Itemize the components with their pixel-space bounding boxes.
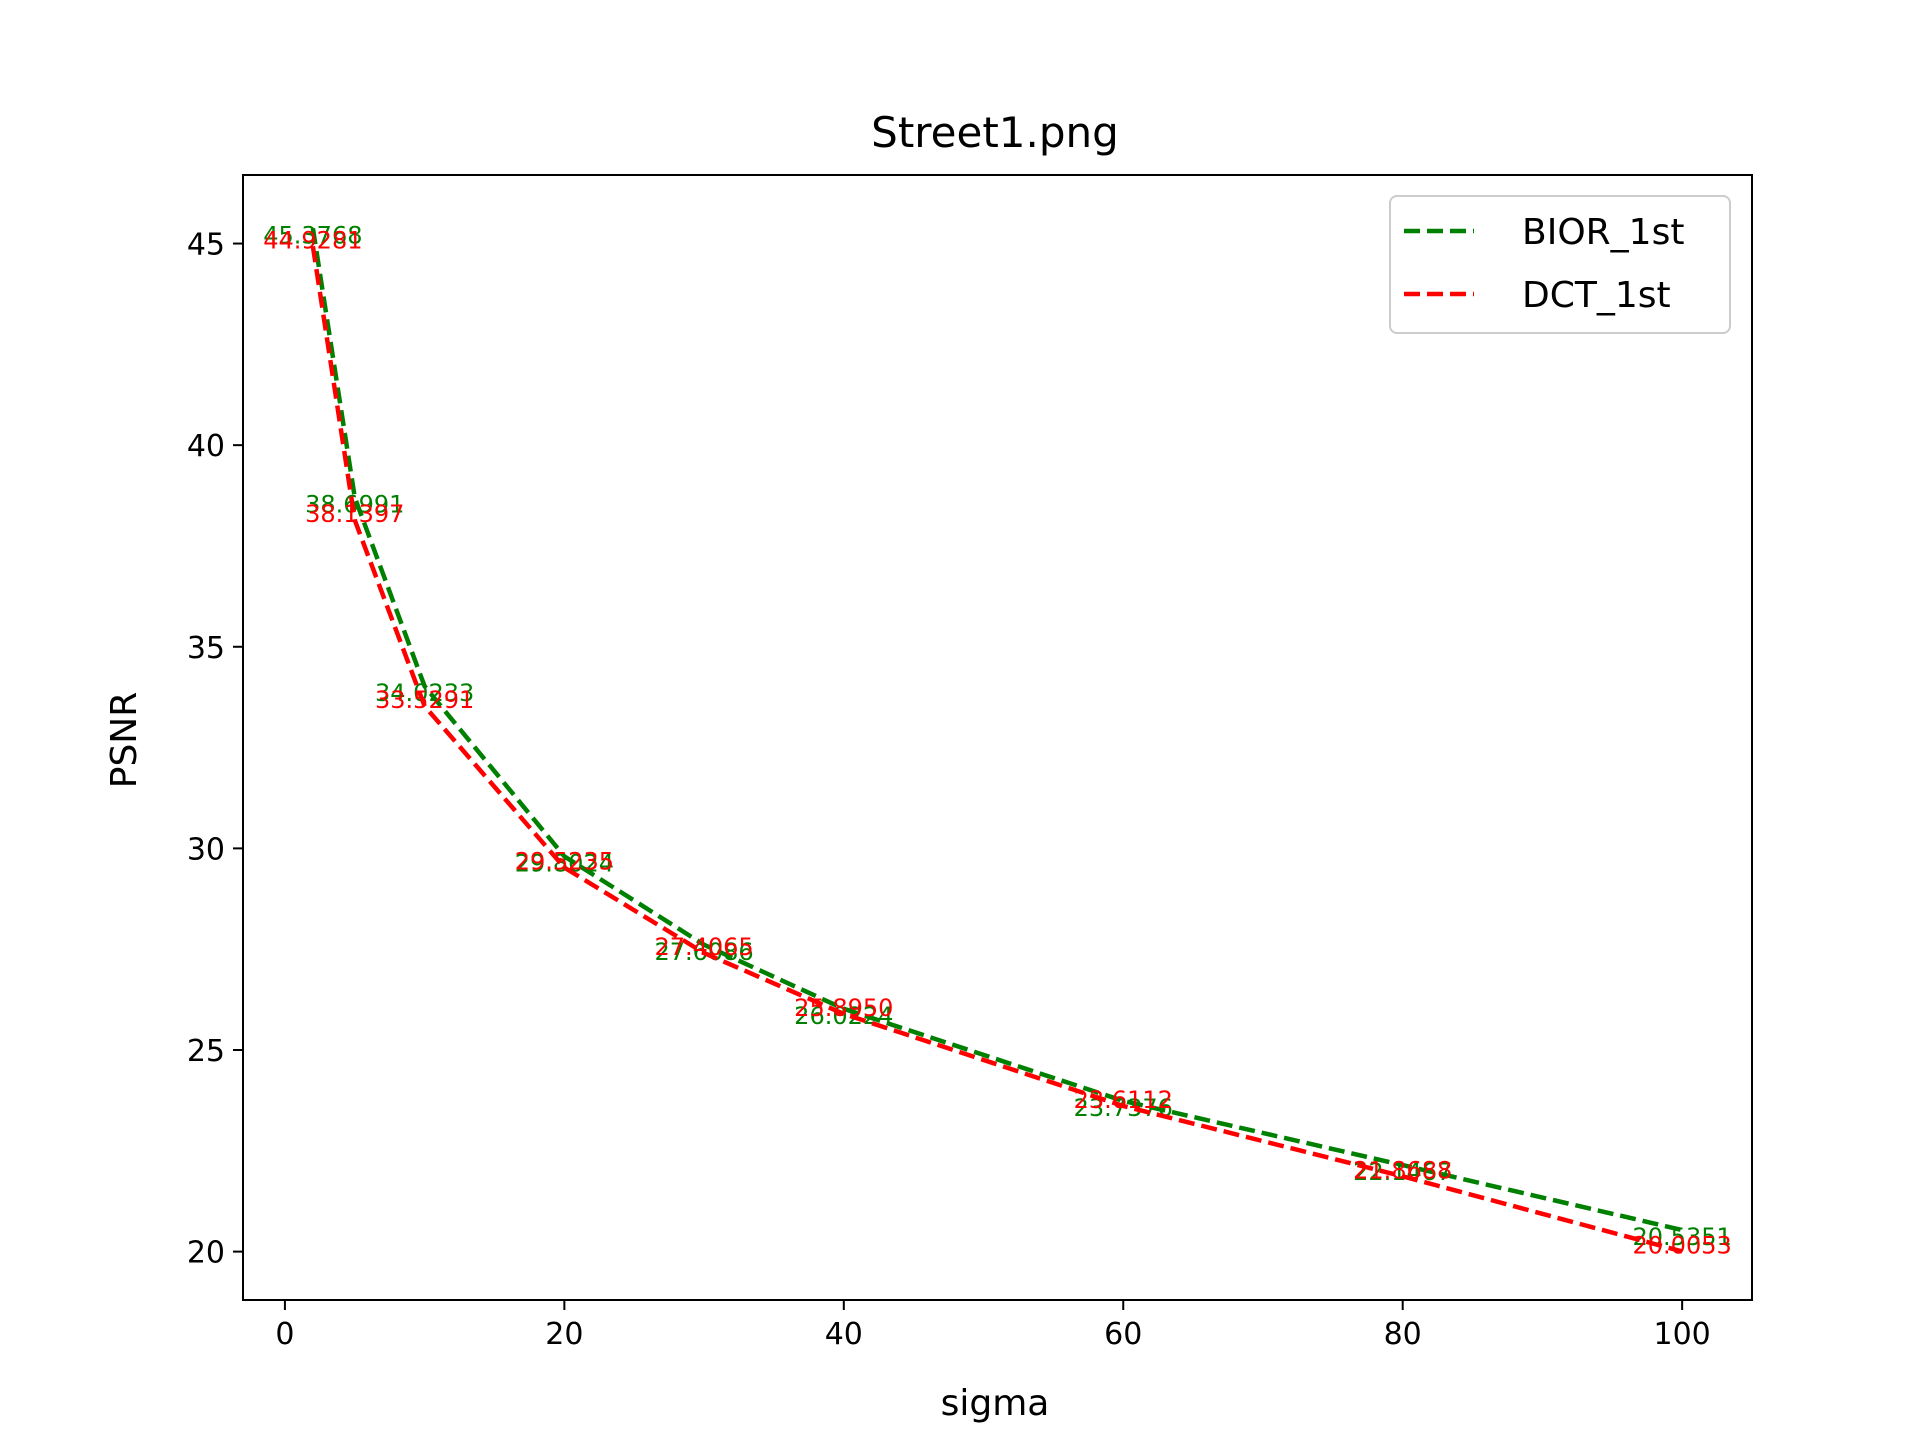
data-label-dct_1st: 33.5291 [375,686,474,714]
data-label-bior_1st: 20.5351 [1633,1223,1732,1251]
data-label-dct_1st: 21.8688 [1353,1156,1452,1184]
legend: BIOR_1st DCT_1st [1389,195,1731,334]
legend-label-dct_1st: DCT_1st [1522,275,1671,316]
y-tick-label: 40 [187,429,225,464]
y-tick-label: 45 [187,228,225,263]
y-tick-label: 35 [187,631,225,666]
legend-label-bior_1st: BIOR_1st [1522,212,1684,253]
data-label-dct_1st: 29.5235 [515,848,614,876]
plot-area: 45.376838.699134.023329.802427.608626.02… [263,221,1732,1259]
data-label-bior_1st: 45.3768 [263,221,362,249]
legend-box [1389,195,1731,334]
data-label-dct_1st: 20.0053 [1633,1231,1732,1259]
x-tick-label: 60 [1104,1317,1142,1352]
axes: 0 20 40 60 80 100 20 25 30 35 40 45 [187,174,1753,1352]
data-label-bior_1st: 22.1467 [1353,1158,1452,1186]
series-line-bior_1st [310,228,1683,1233]
x-tick-label: 0 [275,1317,294,1352]
y-tick-label: 25 [187,1034,225,1069]
x-tick-label: 20 [545,1317,583,1352]
x-tick-label: 100 [1654,1317,1711,1352]
data-label-dct_1st: 44.9281 [263,226,362,254]
y-tick-label: 20 [187,1236,225,1271]
x-axis-title: sigma [941,1383,1050,1424]
data-label-dct_1st: 27.4065 [654,933,753,961]
plot-frame [242,174,1753,1301]
data-label-dct_1st: 23.6112 [1074,1086,1173,1114]
data-label-bior_1st: 38.6991 [305,491,404,519]
data-label-dct_1st: 38.1397 [305,500,404,528]
y-axis-title: PSNR [104,692,145,789]
data-label-bior_1st: 29.8024 [515,849,614,877]
x-tick-label: 40 [825,1317,863,1352]
chart-title: Street1.png [871,108,1119,157]
x-tick-label: 80 [1384,1317,1422,1352]
data-label-dct_1st: 25.8950 [794,994,893,1022]
series-line-dct_1st [310,246,1683,1254]
y-tick-label: 30 [187,832,225,867]
